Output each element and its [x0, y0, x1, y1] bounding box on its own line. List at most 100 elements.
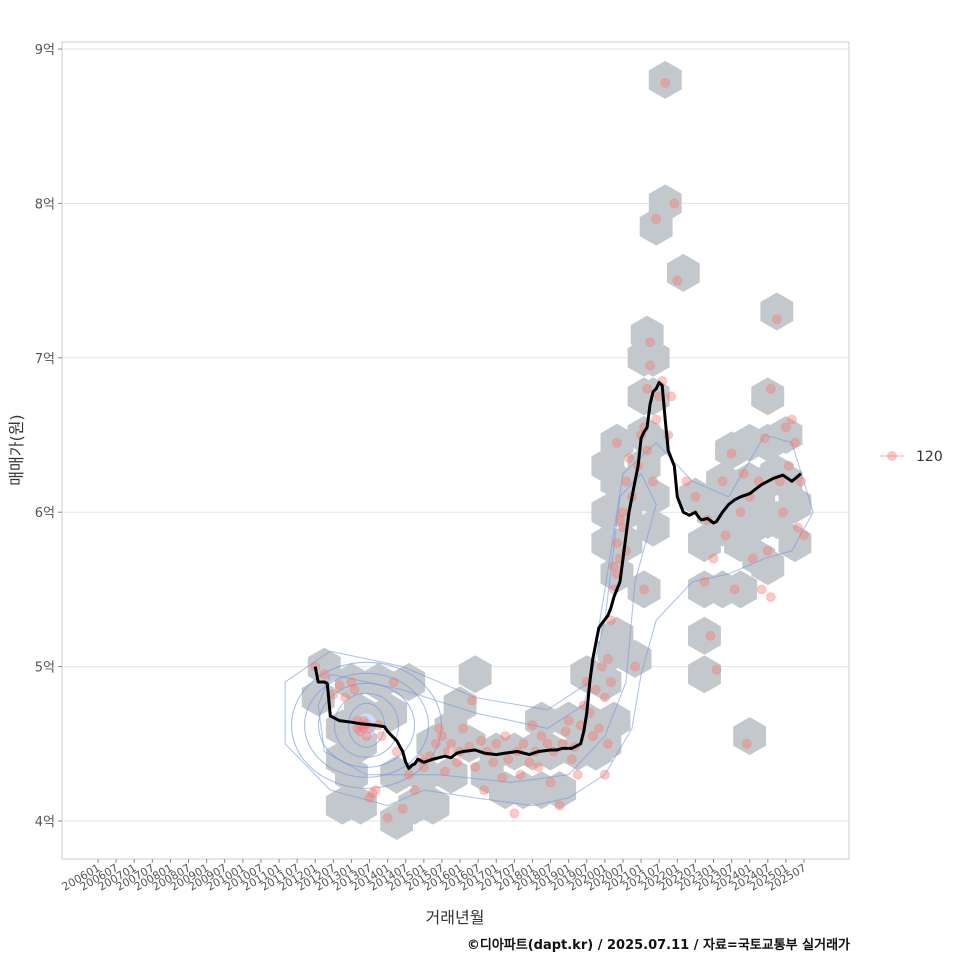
hexbin-cell	[760, 292, 794, 331]
scatter-point	[470, 761, 481, 772]
scatter-point	[608, 561, 619, 572]
scatter-point	[476, 735, 487, 746]
scatter-point	[720, 530, 731, 541]
scatter-point	[651, 213, 662, 224]
scatter-point	[690, 491, 701, 502]
scatter-point	[346, 677, 357, 688]
scatter-point	[418, 761, 429, 772]
scatter-point	[792, 522, 803, 533]
scatter-point	[430, 738, 441, 749]
scatter-point	[726, 448, 737, 459]
caption: ©디아파트(dapt.kr) / 2025.07.11 / 자료=국토교통부 실…	[466, 938, 850, 953]
hexbin-cell	[362, 663, 395, 701]
x-axis-title: 거래년월	[426, 908, 485, 927]
scatter-point	[666, 391, 677, 402]
hexbin-cell	[688, 655, 721, 694]
density-contours	[284, 434, 814, 807]
y-axis: 4억 5억 6억 7억 8억 9억	[35, 43, 62, 830]
y-tick-label: 4억	[35, 815, 55, 830]
scatter-point	[705, 630, 716, 641]
scatter-point	[361, 731, 372, 742]
scatter-point	[334, 680, 345, 691]
moving-average-line	[313, 381, 802, 770]
scatter-point	[446, 738, 456, 749]
scatter-point	[403, 769, 414, 780]
scatter-point	[433, 723, 444, 734]
scatter-point	[756, 584, 767, 595]
hexbin-cell	[335, 663, 368, 701]
scatter-point	[467, 695, 478, 706]
scatter-point	[651, 414, 662, 425]
density-contour	[284, 434, 814, 807]
scatter-point	[542, 738, 553, 749]
scatter-point	[783, 460, 794, 471]
hexbin-cell	[458, 655, 492, 694]
scatter-point	[611, 538, 622, 549]
scatter-point	[645, 360, 656, 371]
scatter-point	[630, 661, 641, 672]
scatter-point	[587, 731, 598, 742]
scatter-point	[639, 584, 650, 595]
scatter-point	[786, 414, 797, 425]
legend-label: 120	[916, 449, 943, 465]
scatter-point	[376, 731, 387, 742]
hexbin-cell	[733, 717, 767, 756]
scatter-point	[795, 476, 806, 487]
scatter-point	[620, 476, 631, 487]
legend: 120	[880, 449, 943, 465]
hexbin-cell	[335, 755, 368, 794]
scatter-point	[777, 507, 788, 518]
scatter-point	[729, 584, 740, 595]
scatter-point	[488, 757, 499, 768]
scatter-point	[319, 669, 330, 680]
scatter-point	[765, 383, 776, 394]
scatter-point	[759, 433, 770, 444]
scatter-point	[599, 769, 610, 780]
scatter-point	[611, 437, 622, 448]
hexbin-cell	[636, 508, 670, 547]
scatter-point	[602, 653, 613, 664]
hexbin-cell	[380, 802, 414, 840]
scatter-point	[708, 553, 719, 564]
y-tick-label: 9억	[35, 43, 55, 58]
density-contour	[317, 682, 416, 768]
hexbin-cell	[751, 547, 785, 586]
scatter-point	[648, 476, 659, 487]
scatter-point	[699, 576, 710, 587]
scatter-point	[563, 715, 574, 726]
scatter-point	[660, 77, 671, 88]
scatter-point	[602, 738, 613, 749]
scatter-point	[500, 731, 511, 742]
scatter-points	[310, 77, 809, 823]
hexbin-cell	[769, 416, 803, 454]
scatter-point	[735, 507, 746, 518]
scatter-point	[349, 684, 360, 695]
scatter-point	[436, 731, 447, 742]
scatter-point	[515, 769, 526, 780]
hexbin-cell	[597, 701, 631, 740]
density-contour	[303, 672, 430, 778]
hexbin-layer	[301, 60, 812, 840]
hexbin-cell	[688, 616, 721, 655]
scatter-point	[617, 507, 628, 518]
density-contour	[317, 473, 657, 783]
scatter-point	[491, 738, 502, 749]
scatter-point	[780, 422, 791, 433]
hexbin-cell	[443, 686, 477, 725]
scatter-point	[799, 530, 809, 541]
scatter-point	[765, 592, 776, 603]
hexbin-cell	[525, 701, 558, 740]
hexbin-cell	[778, 485, 812, 524]
scatter-point	[590, 684, 601, 695]
x-axis: 2006012006072007012007072008012008072009…	[60, 859, 809, 894]
scatter-point	[605, 615, 616, 626]
scatter-point	[458, 723, 469, 734]
scatter-point	[717, 476, 728, 487]
hexbin-cell	[416, 786, 450, 825]
hexbin-cell	[648, 60, 682, 99]
scatter-point	[340, 692, 351, 703]
scatter-point	[642, 383, 653, 394]
scatter-point	[711, 664, 722, 675]
scatter-point	[624, 453, 635, 464]
hexbin-cell	[543, 771, 577, 810]
